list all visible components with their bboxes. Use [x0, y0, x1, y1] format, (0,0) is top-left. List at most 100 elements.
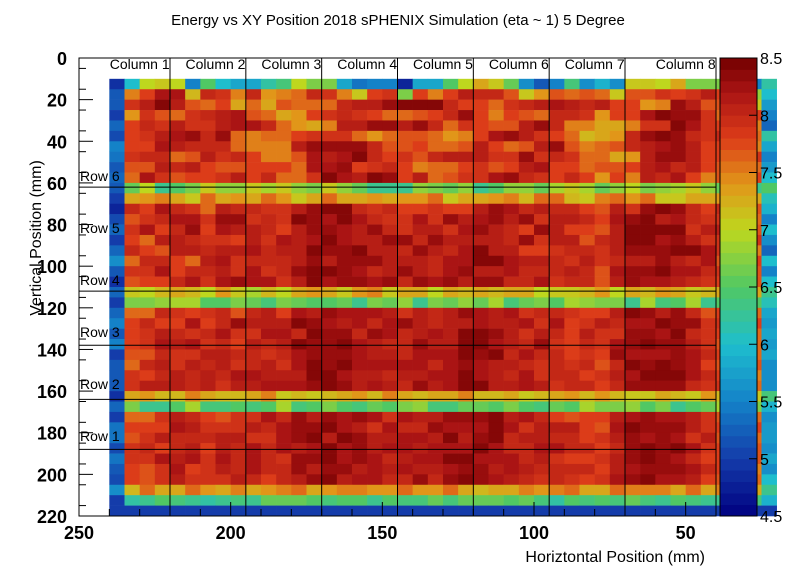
- heatmap-cell: [670, 432, 686, 444]
- heatmap-cell: [625, 99, 641, 111]
- heatmap-cell: [215, 130, 231, 142]
- heatmap-cell: [200, 151, 216, 163]
- heatmap-cell: [761, 224, 777, 236]
- heatmap-cell: [124, 359, 140, 371]
- heatmap-cell: [306, 193, 322, 205]
- heatmap-cell: [503, 349, 520, 361]
- heatmap-cell: [185, 130, 201, 142]
- heatmap-cell: [215, 110, 231, 121]
- heatmap-cell: [473, 453, 489, 465]
- heatmap-cell: [609, 422, 626, 434]
- heatmap-cell: [109, 422, 125, 434]
- heatmap-cell: [230, 484, 247, 496]
- heatmap-cell: [655, 307, 671, 319]
- heatmap-cell: [306, 495, 322, 506]
- heatmap-cell: [306, 130, 322, 142]
- heatmap-cell: [109, 214, 125, 225]
- heatmap-cell: [261, 495, 277, 506]
- heatmap-cell: [352, 99, 368, 111]
- heatmap-cell: [503, 182, 520, 194]
- heatmap-cell: [473, 328, 489, 340]
- heatmap-cell: [549, 328, 565, 340]
- heatmap-cell: [261, 422, 277, 434]
- heatmap-cell: [443, 130, 459, 142]
- heatmap-cell: [139, 287, 156, 298]
- heatmap-cell: [579, 193, 595, 205]
- heatmap-cell: [124, 99, 140, 111]
- color-scale-band: [720, 103, 757, 116]
- heatmap-cell: [336, 474, 353, 486]
- heatmap-cell: [670, 120, 686, 132]
- heatmap-cell: [518, 349, 535, 361]
- heatmap-cell: [427, 172, 444, 184]
- heatmap-cell: [700, 422, 717, 434]
- heatmap-cell: [761, 432, 777, 444]
- heatmap-cell: [336, 318, 353, 329]
- heatmap-cell: [473, 120, 489, 132]
- heatmap-cell: [640, 484, 656, 496]
- heatmap-cell: [473, 214, 489, 225]
- heatmap-cell: [564, 443, 580, 454]
- heatmap-cell: [700, 110, 717, 121]
- heatmap-cell: [139, 172, 156, 184]
- row-label: Row 2: [80, 376, 120, 392]
- heatmap-cell: [412, 359, 429, 371]
- heatmap-cell: [124, 110, 140, 121]
- color-scale-band: [720, 183, 757, 196]
- heatmap-cell: [579, 78, 595, 90]
- heatmap-cell: [503, 453, 520, 465]
- heatmap-cell: [185, 234, 201, 246]
- heatmap-cell: [306, 307, 322, 319]
- heatmap-cell: [291, 99, 307, 111]
- heatmap-cell: [640, 359, 656, 371]
- heatmap-cell: [276, 495, 292, 506]
- heatmap-cell: [625, 287, 641, 298]
- heatmap-cell: [261, 245, 277, 257]
- heatmap-cell: [427, 432, 444, 444]
- heatmap-cell: [685, 484, 702, 496]
- heatmap-cell: [170, 401, 186, 413]
- heatmap-cell: [215, 359, 231, 371]
- heatmap-cell: [670, 380, 686, 392]
- heatmap-cell: [185, 203, 201, 215]
- heatmap-cell: [336, 443, 353, 454]
- heatmap-cell: [291, 234, 307, 246]
- heatmap-cell: [215, 182, 231, 194]
- heatmap-cell: [230, 224, 247, 236]
- heatmap-cell: [443, 193, 459, 205]
- heatmap-cell: [276, 130, 292, 142]
- heatmap-cell: [276, 443, 292, 454]
- heatmap-cell: [367, 193, 383, 205]
- heatmap-cell: [139, 380, 156, 392]
- heatmap-cell: [761, 380, 777, 392]
- color-scale-band: [720, 355, 757, 368]
- heatmap-cell: [170, 422, 186, 434]
- heatmap-cell: [321, 130, 338, 142]
- heatmap-cell: [306, 120, 322, 132]
- heatmap-cell: [564, 234, 580, 246]
- heatmap-cell: [154, 297, 171, 309]
- y-tick-label: 220: [37, 507, 67, 527]
- heatmap-cell: [230, 182, 247, 194]
- heatmap-cell: [534, 422, 550, 434]
- heatmap-cell: [352, 339, 368, 350]
- heatmap-cell: [473, 474, 489, 486]
- heatmap-cell: [685, 99, 702, 111]
- heatmap-cell: [412, 255, 429, 267]
- heatmap-cell: [594, 287, 611, 298]
- heatmap-cell: [579, 391, 595, 402]
- heatmap-cell: [427, 443, 444, 454]
- heatmap-cell: [306, 391, 322, 402]
- heatmap-cell: [336, 453, 353, 465]
- heatmap-cell: [473, 495, 489, 506]
- heatmap-cell: [640, 391, 656, 402]
- heatmap-cell: [488, 151, 504, 163]
- heatmap-cell: [154, 151, 171, 163]
- heatmap-cell: [245, 162, 262, 173]
- heatmap-cell: [367, 370, 383, 381]
- heatmap-cell: [700, 78, 717, 90]
- heatmap-cell: [609, 401, 626, 413]
- heatmap-cell: [518, 391, 535, 402]
- heatmap-cell: [336, 203, 353, 215]
- heatmap-cell: [367, 328, 383, 340]
